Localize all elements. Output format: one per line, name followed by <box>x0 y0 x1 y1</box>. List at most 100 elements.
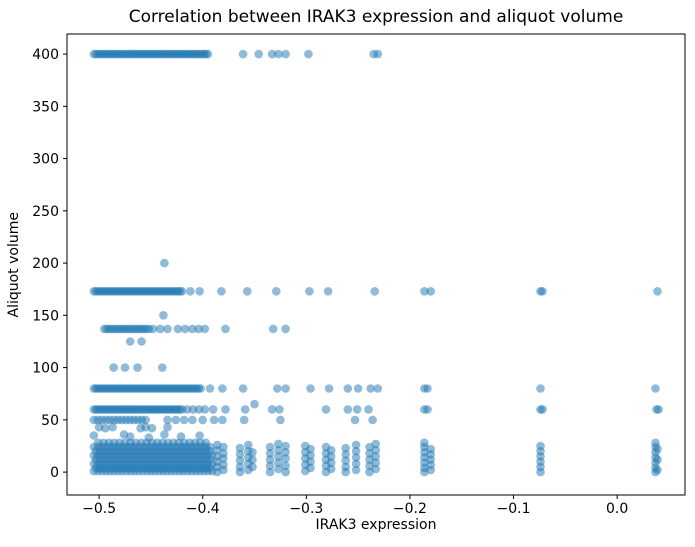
axes-spine <box>66 33 686 496</box>
data-point <box>235 450 245 459</box>
axis-ticks <box>63 53 618 499</box>
data-point <box>326 452 336 461</box>
data-point <box>201 438 211 448</box>
tick-labels: −0.5 −0.4 −0.3 −0.2 −0.1 0.0 0 50 100 150 200 250 30… <box>32 47 628 517</box>
x-tick-label: −0.3 <box>289 501 323 517</box>
data-point <box>351 440 361 450</box>
data-point <box>341 462 351 472</box>
data-point <box>366 384 375 393</box>
data-point <box>238 384 248 393</box>
data-point <box>235 456 245 465</box>
data-point <box>281 461 290 471</box>
data-point <box>371 445 381 455</box>
data-point <box>108 422 117 432</box>
data-point <box>352 405 362 414</box>
x-tick-label: −0.5 <box>82 501 116 517</box>
data-point <box>281 384 290 393</box>
data-point <box>326 445 336 455</box>
data-point <box>160 258 169 268</box>
data-point <box>203 49 213 59</box>
data-point <box>306 451 315 460</box>
data-point <box>274 458 283 468</box>
data-point <box>248 448 257 457</box>
x-tick-label: −0.2 <box>393 501 427 517</box>
data-point <box>281 454 290 463</box>
chart-title: Correlation between IRAK3 expression and… <box>128 7 624 27</box>
data-point <box>200 405 210 414</box>
data-point <box>148 324 158 334</box>
data-point <box>265 455 275 464</box>
data-point <box>274 464 283 474</box>
x-axis-label: IRAK3 expression <box>315 517 437 533</box>
data-point <box>426 444 436 454</box>
data-point <box>200 324 210 334</box>
data-point <box>265 442 275 452</box>
data-point <box>158 363 167 372</box>
data-point <box>304 49 313 59</box>
data-point <box>209 415 219 425</box>
data-point <box>217 287 226 296</box>
data-point <box>221 324 230 334</box>
data-point <box>144 433 154 442</box>
data-point <box>653 444 662 454</box>
data-point <box>125 337 135 346</box>
data-point <box>163 422 172 432</box>
data-point <box>371 458 381 468</box>
data-point <box>180 324 190 334</box>
x-tick-label: −0.1 <box>497 501 531 517</box>
data-point <box>109 363 118 372</box>
data-point <box>265 461 275 471</box>
data-point <box>267 405 277 414</box>
scatter-points <box>89 49 663 477</box>
data-point <box>326 458 336 468</box>
data-point <box>654 405 663 414</box>
data-point <box>218 384 227 393</box>
y-tick-label: 200 <box>32 256 59 272</box>
data-point <box>536 384 545 393</box>
data-point <box>281 441 290 451</box>
data-point <box>171 415 181 425</box>
data-point <box>321 405 331 414</box>
y-tick-label: 300 <box>32 152 59 168</box>
data-point <box>163 415 172 425</box>
data-point <box>265 467 275 477</box>
data-point <box>268 324 278 334</box>
data-point <box>350 415 360 425</box>
data-point <box>306 463 315 473</box>
data-point <box>426 287 436 296</box>
data-point <box>651 384 660 393</box>
y-tick-label: 400 <box>32 47 59 63</box>
data-point <box>351 446 361 456</box>
data-point <box>281 448 290 457</box>
data-point <box>653 455 662 464</box>
data-point <box>248 462 257 472</box>
data-point <box>420 438 429 448</box>
data-point <box>188 415 197 425</box>
y-tick-label: 50 <box>41 413 59 429</box>
y-axis-label: Aliquot volume <box>6 211 22 318</box>
data-point <box>208 405 218 414</box>
data-point <box>281 324 290 334</box>
data-point <box>159 311 168 320</box>
data-point <box>101 423 110 433</box>
data-point <box>272 287 281 296</box>
data-point <box>267 49 277 59</box>
data-point <box>173 324 183 334</box>
data-point <box>423 384 432 393</box>
x-tick-label: −0.4 <box>186 501 220 517</box>
data-point <box>137 337 146 346</box>
data-point <box>89 431 99 440</box>
data-point <box>179 415 189 425</box>
data-point <box>306 457 315 467</box>
data-point <box>326 464 336 474</box>
data-point <box>125 432 135 441</box>
data-point <box>371 439 381 449</box>
data-point <box>420 287 429 296</box>
data-point <box>341 450 351 459</box>
data-point <box>160 430 169 439</box>
data-point <box>177 287 187 296</box>
data-point <box>370 287 380 296</box>
data-point <box>141 415 150 425</box>
